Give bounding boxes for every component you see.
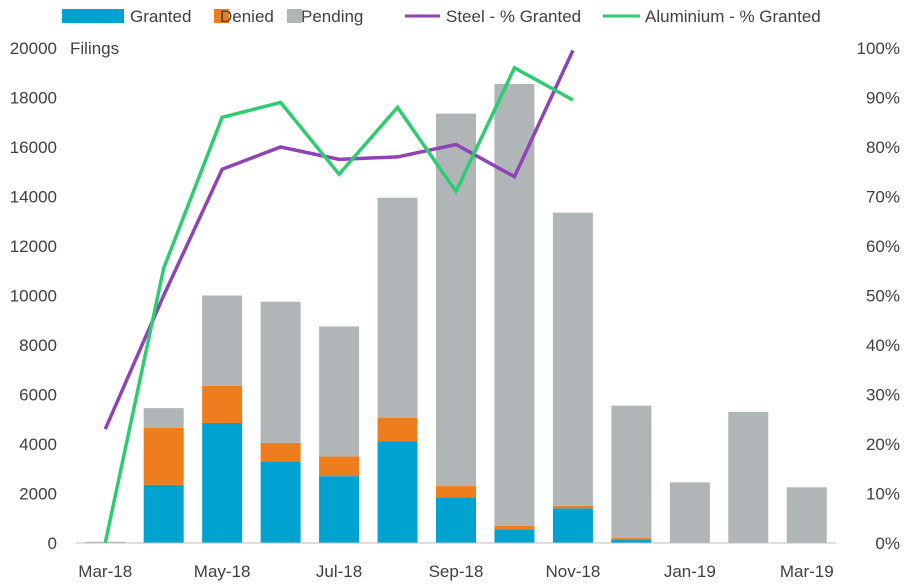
bar-denied-nov-18 — [552, 505, 593, 509]
bar-granted-aug-18 — [377, 441, 418, 543]
legend: Granted Denied Pending Steel - % Granted… — [62, 7, 821, 26]
bar-denied-dec-18 — [611, 538, 652, 540]
y-axis-title: Filings — [70, 39, 119, 58]
x-tick-label: May-18 — [194, 562, 251, 581]
bar-granted-jun-18 — [260, 461, 301, 543]
legend-label-steel: Steel - % Granted — [446, 7, 581, 26]
x-axis: Mar-18 May-18 Jul-18 Sep-18 Nov-18 Jan-19 Mar-… — [78, 562, 833, 581]
y2-tick-label: 50% — [866, 287, 900, 306]
bar-granted-dec-18 — [611, 539, 652, 543]
bar-denied-jul-18 — [319, 456, 360, 477]
x-tick-label: Jan-19 — [664, 562, 716, 581]
line-series — [103, 49, 575, 544]
y2-tick-label: 30% — [866, 386, 900, 405]
bar-denied-oct-18 — [494, 525, 535, 530]
y-axis-left: 0 2000 4000 6000 8000 10000 12000 14000 16000 180… — [10, 39, 57, 553]
y-tick-label: 12000 — [10, 237, 57, 256]
bar-pending-jan-19 — [669, 482, 710, 543]
legend-swatch-pending — [287, 9, 302, 23]
y2-tick-label: 40% — [866, 336, 900, 355]
y-tick-label: 8000 — [19, 336, 57, 355]
x-tick-label: Jul-18 — [316, 562, 362, 581]
y-tick-label: 2000 — [19, 485, 57, 504]
bar-granted-apr-18 — [143, 484, 184, 543]
bar-pending-jul-18 — [319, 326, 360, 457]
x-tick-label: Nov-18 — [546, 562, 601, 581]
legend-label-pending: Pending — [301, 7, 363, 26]
y-tick-label: 4000 — [19, 435, 57, 454]
y-tick-label: 18000 — [10, 89, 57, 108]
bar-pending-aug-18 — [377, 197, 418, 419]
bar-denied-aug-18 — [377, 418, 418, 442]
bar-series — [85, 83, 827, 543]
y-tick-label: 16000 — [10, 138, 57, 157]
bar-granted-nov-18 — [552, 508, 593, 543]
line-aluminium-granted — [103, 65, 574, 544]
bar-granted-oct-18 — [494, 529, 535, 543]
y2-tick-label: 90% — [866, 89, 900, 108]
y2-tick-label: 70% — [866, 188, 900, 207]
bar-denied-sep-18 — [436, 486, 476, 498]
bar-granted-sep-18 — [436, 497, 476, 543]
y2-tick-label: 10% — [866, 485, 900, 504]
bar-pending-dec-18 — [611, 405, 652, 539]
bar-pending-mar-19 — [786, 487, 827, 543]
y-tick-label: 0 — [48, 534, 57, 553]
x-tick-label: Mar-19 — [780, 562, 834, 581]
legend-label-denied: Denied — [220, 7, 274, 26]
y2-tick-label: 80% — [866, 138, 900, 157]
legend-label-granted: Granted — [130, 7, 191, 26]
bar-pending-oct-18 — [494, 83, 535, 526]
y-axis-right: 0% 10% 20% 30% 40% 50% 60% 70% 80% 90% 100% — [857, 39, 900, 553]
y-tick-label: 6000 — [19, 386, 57, 405]
bar-pending-jun-18 — [260, 301, 301, 443]
bar-pending-apr-18 — [143, 408, 184, 428]
bar-denied-may-18 — [202, 385, 243, 423]
line-steel-granted — [103, 49, 575, 430]
bar-pending-feb-19 — [728, 411, 769, 543]
bar-pending-nov-18 — [552, 212, 593, 506]
bar-granted-may-18 — [202, 422, 243, 543]
bar-granted-jul-18 — [319, 476, 360, 543]
bar-pending-sep-18 — [436, 113, 476, 487]
y-tick-label: 14000 — [10, 188, 57, 207]
y2-tick-label: 60% — [866, 237, 900, 256]
bar-pending-may-18 — [202, 295, 243, 386]
legend-swatch-denied — [214, 9, 229, 23]
y2-tick-label: 0% — [875, 534, 900, 553]
x-tick-label: Mar-18 — [78, 562, 132, 581]
y-tick-label: 20000 — [10, 39, 57, 58]
y2-tick-label: 100% — [857, 39, 900, 58]
bar-denied-apr-18 — [143, 427, 184, 485]
legend-swatch-granted — [62, 9, 124, 23]
legend-label-aluminium: Aluminium - % Granted — [645, 7, 821, 26]
bar-denied-jun-18 — [260, 442, 301, 462]
y2-tick-label: 20% — [866, 435, 900, 454]
x-tick-label: Sep-18 — [429, 562, 484, 581]
y-tick-label: 10000 — [10, 287, 57, 306]
